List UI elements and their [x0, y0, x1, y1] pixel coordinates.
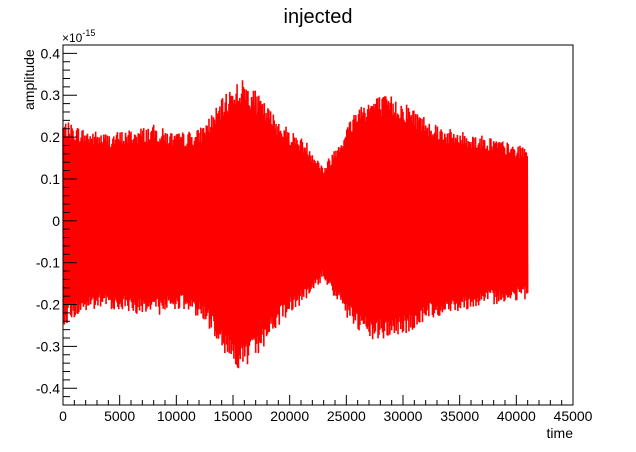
y-tick-label: 0	[52, 213, 60, 229]
y-tick-label: -0.2	[36, 297, 60, 313]
y-tick-label: 0.3	[41, 87, 61, 103]
x-axis: 0 5000 10000 15000 20000 25000 30000 35000 40000…	[59, 395, 593, 424]
x-tick-label: 35000	[440, 408, 479, 424]
x-tick-label: 15000	[214, 408, 253, 424]
y-tick-label: -0.3	[36, 338, 60, 354]
x-tick-label: 40000	[497, 408, 536, 424]
x-tick-label: 0	[59, 408, 67, 424]
y-exponent-label: ×10-15	[62, 28, 95, 45]
y-tick-label: -0.1	[36, 255, 60, 271]
y-tick-label: -0.4	[36, 380, 60, 396]
plot-area	[62, 44, 574, 406]
y-tick-label: 0.2	[41, 129, 61, 145]
x-tick-label: 30000	[384, 408, 423, 424]
x-tick-label: 45000	[554, 408, 593, 424]
y-tick-label: 0.1	[41, 171, 61, 187]
y-axis-label: amplitude	[21, 49, 37, 110]
x-tick-label: 10000	[157, 408, 196, 424]
x-tick-label: 5000	[104, 408, 135, 424]
signal-core-band	[63, 104, 528, 345]
x-tick-label: 20000	[270, 408, 309, 424]
x-axis-label: time	[547, 425, 574, 441]
x-tick-label: 25000	[327, 408, 366, 424]
y-tick-label: 0.4	[41, 45, 61, 61]
y-axis: -0.4 -0.3 -0.2 -0.1 0 0.1 0.2 0.3 0.4	[36, 44, 77, 406]
signal-series	[62, 80, 529, 369]
chart-title: injected	[284, 6, 353, 28]
plot-frame	[62, 44, 574, 406]
